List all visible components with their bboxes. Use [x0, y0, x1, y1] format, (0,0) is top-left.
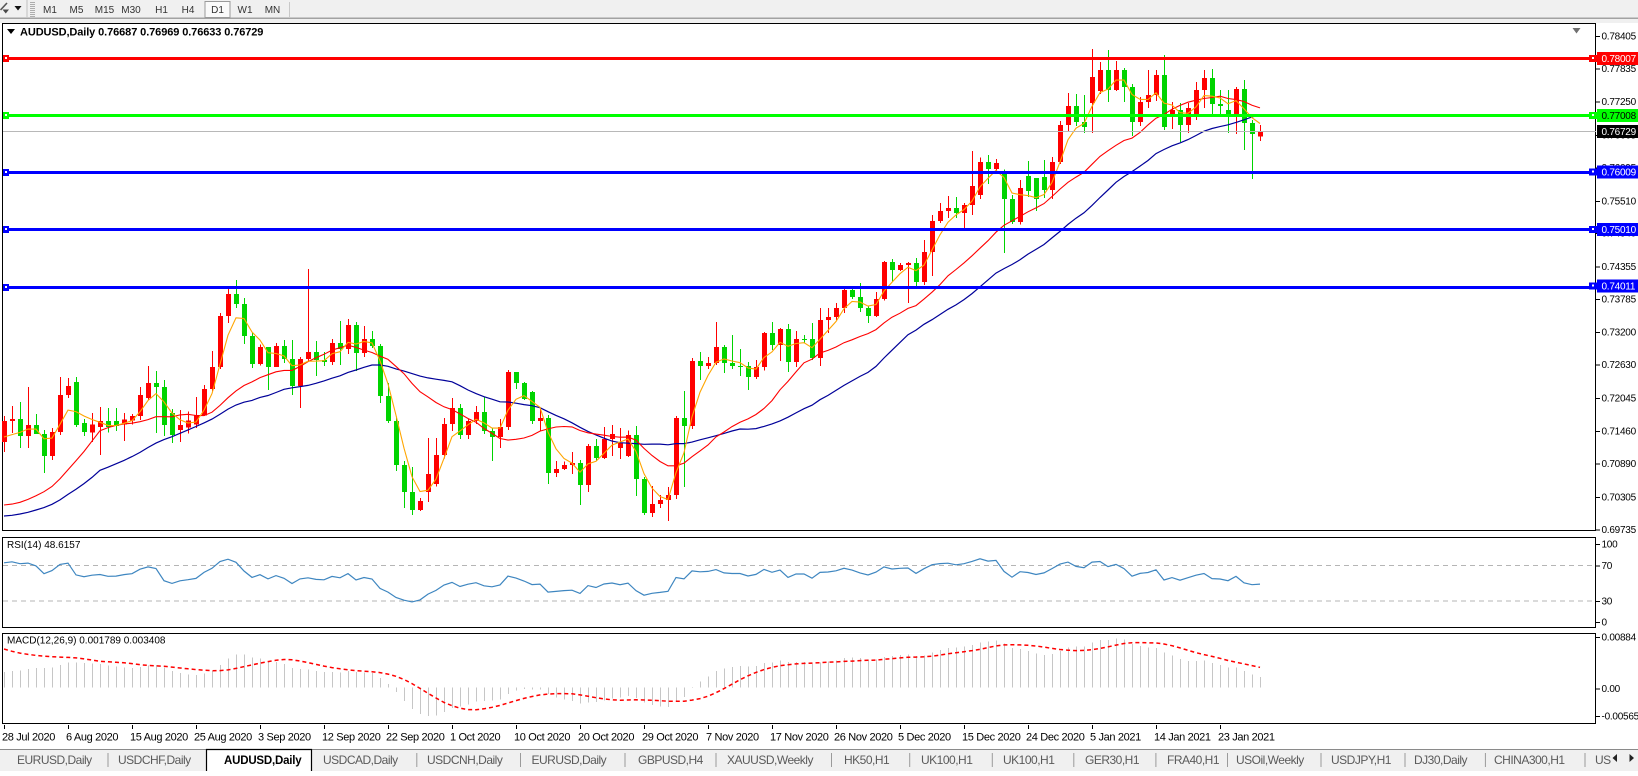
svg-text:0.77250: 0.77250: [1602, 97, 1637, 108]
svg-text:30: 30: [1602, 597, 1613, 608]
svg-text:100: 100: [1602, 540, 1619, 551]
svg-text:15 Dec 2020: 15 Dec 2020: [962, 732, 1021, 744]
svg-text:0.78007: 0.78007: [1602, 54, 1637, 65]
svg-text:0.72630: 0.72630: [1602, 360, 1637, 371]
svg-text:0.00884: 0.00884: [1602, 633, 1637, 644]
svg-text:UK100,H1: UK100,H1: [921, 753, 973, 767]
svg-text:M15: M15: [95, 5, 115, 16]
svg-text:0.75010: 0.75010: [1602, 225, 1637, 236]
svg-text:RSI(14) 48.6157: RSI(14) 48.6157: [7, 540, 81, 551]
svg-text:-0.005651: -0.005651: [1602, 712, 1638, 723]
svg-text:15 Aug 2020: 15 Aug 2020: [130, 732, 188, 744]
svg-text:7 Nov 2020: 7 Nov 2020: [706, 732, 759, 744]
svg-text:0.69735: 0.69735: [1602, 525, 1637, 536]
svg-text:M1: M1: [43, 5, 57, 16]
svg-text:M30: M30: [121, 5, 141, 16]
svg-text:W1: W1: [238, 5, 253, 16]
svg-text:3 Sep 2020: 3 Sep 2020: [258, 732, 311, 744]
svg-text:0.71460: 0.71460: [1602, 427, 1637, 438]
svg-text:0.76729: 0.76729: [1602, 127, 1637, 138]
svg-text:USOil,Weekly: USOil,Weekly: [1236, 753, 1304, 767]
svg-text:23 Jan 2021: 23 Jan 2021: [1218, 732, 1275, 744]
svg-text:XAUUSD,Weekly: XAUUSD,Weekly: [727, 753, 813, 767]
svg-text:5 Jan 2021: 5 Jan 2021: [1090, 732, 1141, 744]
svg-text:GBPUSD,H4: GBPUSD,H4: [638, 753, 704, 767]
svg-text:70: 70: [1602, 561, 1613, 572]
svg-text:CHINA300,H1: CHINA300,H1: [1494, 753, 1565, 767]
svg-text:DJ30,Daily: DJ30,Daily: [1414, 753, 1468, 767]
svg-text:MN: MN: [265, 5, 281, 16]
svg-text:EURUSD,Daily: EURUSD,Daily: [532, 753, 607, 767]
svg-text:UK100,H1: UK100,H1: [1003, 753, 1055, 767]
svg-text:0.76009: 0.76009: [1602, 168, 1637, 179]
svg-text:AUDUSD,Daily 0.76687 0.76969: AUDUSD,Daily 0.76687 0.76969 0.76633 0.7…: [20, 27, 263, 39]
svg-text:0.77008: 0.77008: [1602, 111, 1637, 122]
svg-text:US: US: [1595, 753, 1611, 767]
svg-text:0.70305: 0.70305: [1602, 493, 1637, 504]
svg-text:10 Oct 2020: 10 Oct 2020: [514, 732, 570, 744]
svg-text:12 Sep 2020: 12 Sep 2020: [322, 732, 381, 744]
svg-text:0.73785: 0.73785: [1602, 295, 1637, 306]
svg-text:0.00: 0.00: [1602, 684, 1621, 695]
svg-text:MACD(12,26,9) 0.001789 0.00340: MACD(12,26,9) 0.001789 0.003408: [7, 636, 166, 647]
svg-text:AUDUSD,Daily: AUDUSD,Daily: [224, 755, 302, 767]
svg-text:USDCAD,Daily: USDCAD,Daily: [323, 753, 398, 767]
svg-text:USDJPY,H1: USDJPY,H1: [1331, 753, 1392, 767]
svg-text:0.77835: 0.77835: [1602, 64, 1637, 75]
svg-text:26 Nov 2020: 26 Nov 2020: [834, 732, 893, 744]
svg-text:22 Sep 2020: 22 Sep 2020: [386, 732, 445, 744]
svg-text:H4: H4: [182, 5, 195, 16]
svg-text:M5: M5: [70, 5, 84, 16]
svg-text:1 Oct 2020: 1 Oct 2020: [450, 732, 501, 744]
svg-text:24 Dec 2020: 24 Dec 2020: [1026, 732, 1085, 744]
svg-text:25 Aug 2020: 25 Aug 2020: [194, 732, 252, 744]
svg-text:29 Oct 2020: 29 Oct 2020: [642, 732, 698, 744]
svg-text:0.74011: 0.74011: [1602, 282, 1636, 293]
svg-text:HK50,H1: HK50,H1: [844, 753, 890, 767]
svg-text:0.72045: 0.72045: [1602, 394, 1637, 405]
svg-text:0.73200: 0.73200: [1602, 328, 1637, 339]
svg-text:0: 0: [1602, 618, 1608, 629]
svg-text:17 Nov 2020: 17 Nov 2020: [770, 732, 829, 744]
svg-text:28 Jul 2020: 28 Jul 2020: [2, 732, 55, 744]
svg-text:H1: H1: [155, 5, 168, 16]
svg-text:20 Oct 2020: 20 Oct 2020: [578, 732, 634, 744]
svg-text:0.74355: 0.74355: [1602, 262, 1637, 273]
svg-text:14 Jan 2021: 14 Jan 2021: [1154, 732, 1211, 744]
svg-text:0.78405: 0.78405: [1602, 32, 1637, 43]
svg-text:0.75510: 0.75510: [1602, 197, 1637, 208]
svg-text:0.70890: 0.70890: [1602, 459, 1637, 470]
svg-text:EURUSD,Daily: EURUSD,Daily: [17, 753, 92, 767]
svg-text:GER30,H1: GER30,H1: [1085, 753, 1140, 767]
svg-text:USDCNH,Daily: USDCNH,Daily: [427, 753, 503, 767]
svg-text:D1: D1: [211, 5, 224, 16]
svg-text:6 Aug 2020: 6 Aug 2020: [66, 732, 118, 744]
svg-text:USDCHF,Daily: USDCHF,Daily: [118, 753, 191, 767]
svg-text:5 Dec 2020: 5 Dec 2020: [898, 732, 951, 744]
svg-text:FRA40,H1: FRA40,H1: [1167, 753, 1220, 767]
